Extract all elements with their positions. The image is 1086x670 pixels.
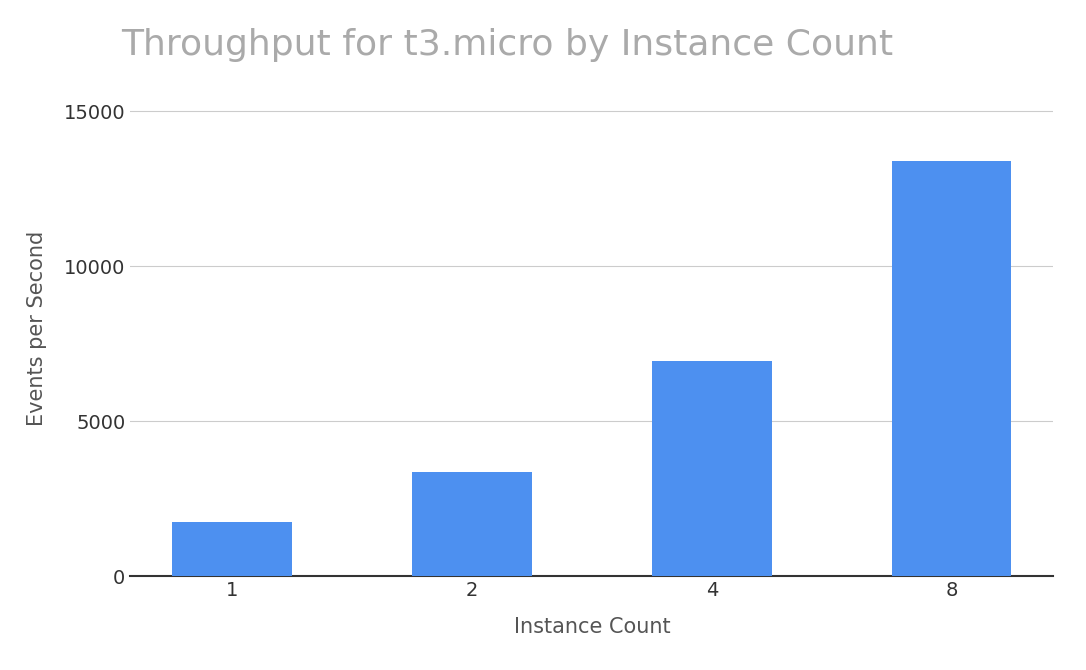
Bar xyxy=(412,472,532,576)
Bar xyxy=(652,361,772,576)
Bar xyxy=(173,522,292,576)
Bar xyxy=(892,161,1011,576)
Text: Throughput for t3.micro by Instance Count: Throughput for t3.micro by Instance Coun… xyxy=(122,28,893,62)
Y-axis label: Events per Second: Events per Second xyxy=(27,230,47,426)
X-axis label: Instance Count: Instance Count xyxy=(514,616,670,636)
